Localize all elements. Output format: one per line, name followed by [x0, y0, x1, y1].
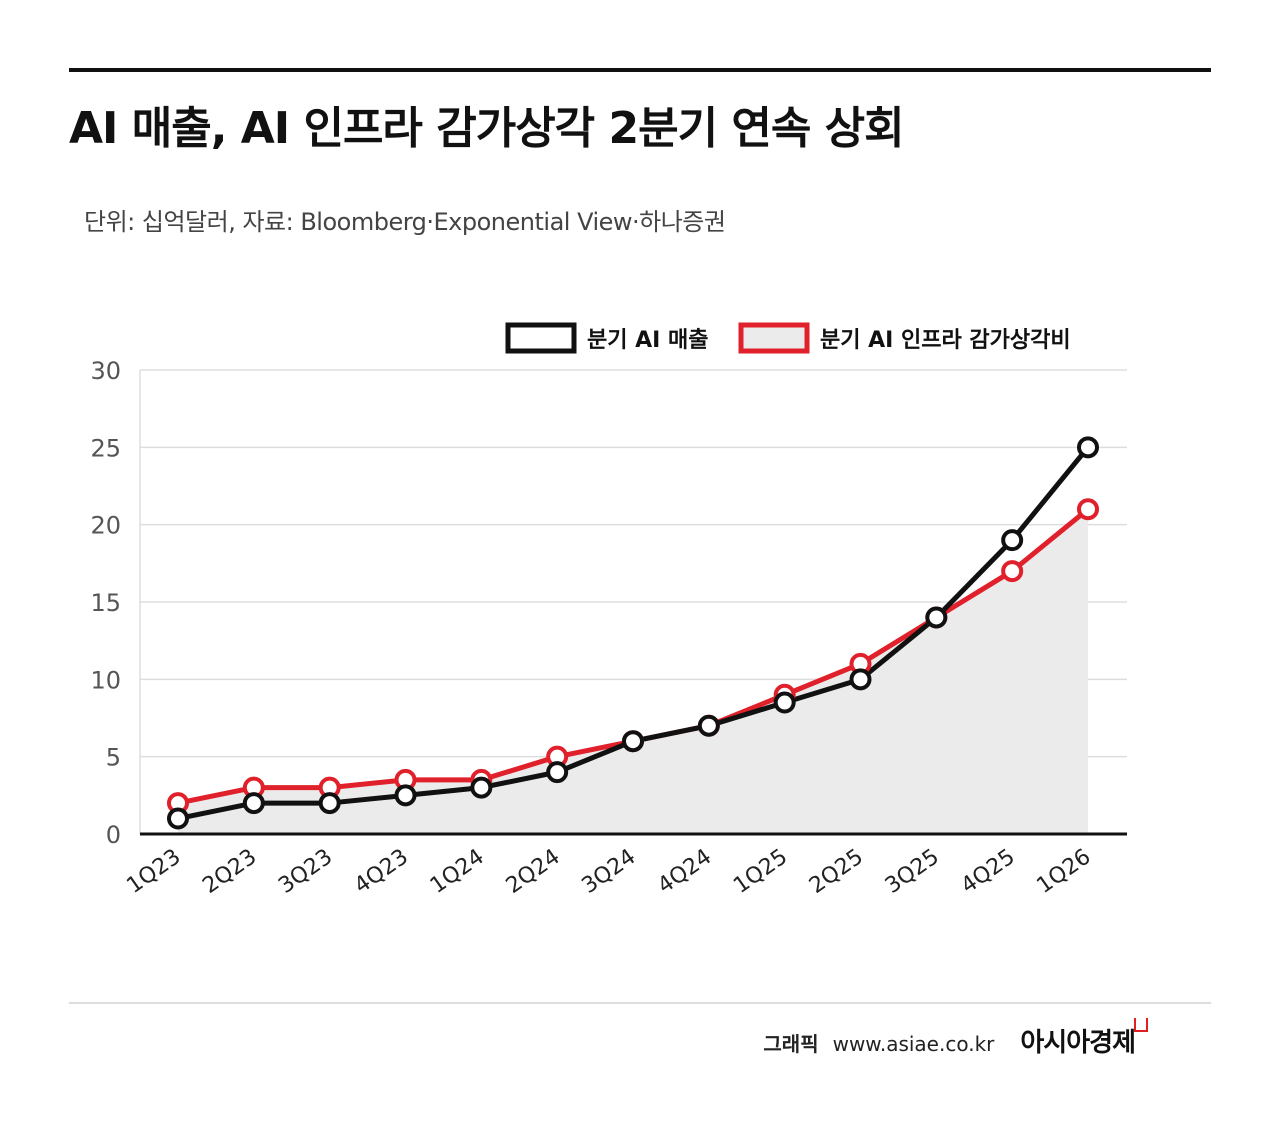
revenue-point: [318, 792, 341, 815]
y-tick-label: 5: [106, 744, 121, 772]
revenue-point: [470, 776, 493, 799]
footer-url: www.asiae.co.kr: [832, 1032, 995, 1056]
bottom-rule: [69, 1002, 1211, 1004]
y-tick-label: 20: [90, 512, 121, 540]
revenue-point: [167, 807, 189, 830]
footer: 그래픽 www.asiae.co.kr 아시아경제: [763, 1022, 1136, 1059]
x-tick-label: 2Q24: [502, 844, 565, 898]
top-rule: [69, 68, 1211, 72]
revenue-point: [546, 761, 569, 784]
y-tick-label: 25: [90, 434, 121, 462]
x-tick-label: 4Q25: [957, 844, 1020, 898]
y-tick-label: 10: [90, 666, 121, 694]
depreciation-point: [1001, 560, 1024, 583]
legend-label-revenue: 분기 AI 매출: [587, 328, 709, 353]
footer-label: 그래픽: [763, 1032, 819, 1056]
legend-swatch-depreciation: [738, 322, 810, 354]
y-tick-label: 30: [90, 357, 121, 385]
x-tick-label: 4Q23: [350, 844, 413, 898]
legend-swatch-revenue: [505, 322, 577, 354]
line-chart: 0 5 10 15 20 25 30 1Q23 2Q23 3Q23 4Q23 1Q24 2Q24 3Q24…: [90, 322, 1127, 899]
x-tick-label: 1Q25: [729, 844, 792, 898]
y-tick-label: 0: [106, 821, 121, 849]
depreciation-point: [1077, 498, 1099, 521]
x-tick-label: 3Q24: [578, 844, 641, 898]
x-tick-label: 3Q23: [274, 844, 337, 898]
revenue-point: [697, 714, 720, 737]
y-tick-label: 15: [90, 589, 121, 617]
x-tick-label: 1Q26: [1033, 844, 1096, 898]
brand-logo: 아시아경제: [1020, 1028, 1136, 1058]
legend-label-depreciation: 분기 AI 인프라 감가상각비: [820, 328, 1071, 353]
revenue-point: [925, 606, 948, 629]
revenue-point: [849, 668, 872, 691]
x-tick-label: 2Q23: [198, 844, 261, 898]
chart-subtitle: 단위: 십억달러, 자료: Bloomberg·Exponential View…: [84, 208, 726, 236]
revenue-point: [242, 792, 265, 815]
x-tick-label: 1Q23: [123, 844, 186, 898]
depreciation-area: [178, 509, 1088, 834]
revenue-point: [773, 691, 796, 714]
x-tick-label: 4Q24: [653, 844, 716, 898]
revenue-point: [394, 784, 417, 807]
chart-title: AI 매출, AI 인프라 감가상각 2분기 연속 상회: [69, 103, 905, 154]
x-tick-label: 2Q25: [805, 844, 868, 898]
x-tick-label: 1Q24: [426, 844, 489, 898]
revenue-point: [1001, 529, 1024, 552]
brand-mark-icon: [1134, 1018, 1148, 1032]
revenue-point: [1077, 436, 1099, 459]
revenue-point: [622, 730, 644, 753]
x-tick-label: 3Q25: [881, 844, 944, 898]
